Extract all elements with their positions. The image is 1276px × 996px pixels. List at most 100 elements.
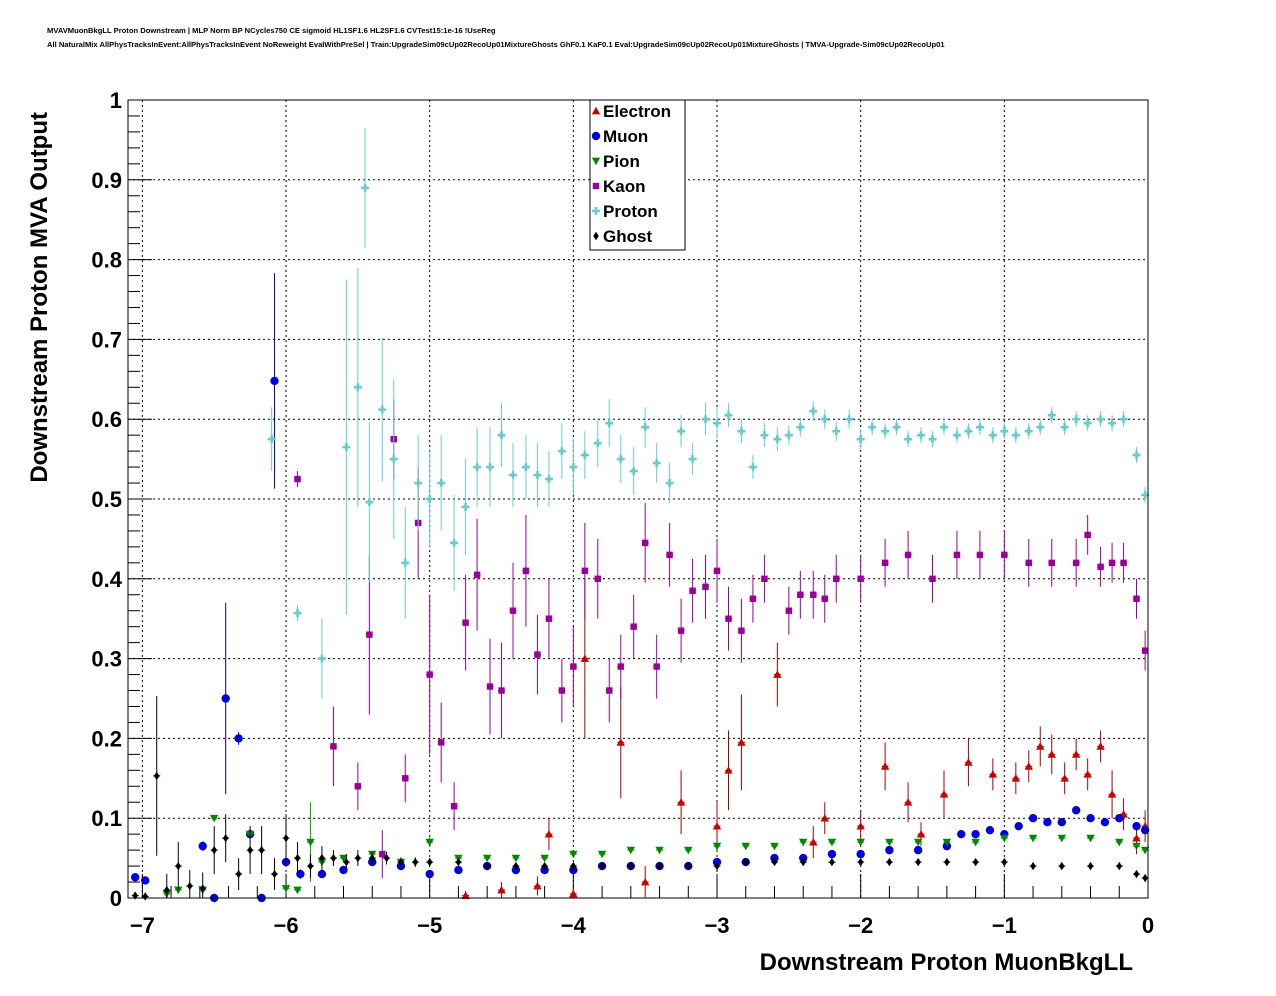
legend-label-pion: Pion	[603, 152, 640, 171]
kaon-point	[904, 551, 912, 559]
proton-point	[1119, 415, 1128, 424]
ghost-point	[685, 861, 692, 871]
proton-point	[361, 183, 370, 192]
muon-point	[1086, 814, 1095, 823]
kaon-point	[630, 623, 637, 630]
proton-point	[557, 447, 566, 456]
proton-point	[497, 431, 506, 440]
y-tick-label: 0.2	[91, 726, 122, 751]
ghost-point	[972, 857, 979, 867]
proton-point	[544, 475, 553, 484]
ghost-point	[307, 861, 314, 871]
kaon-point	[725, 615, 732, 622]
x-tick-label: −7	[130, 913, 155, 938]
electron-point	[809, 837, 818, 846]
proton-point	[1036, 423, 1045, 432]
legend-marker-pion	[591, 157, 601, 166]
ghost-point	[319, 853, 325, 863]
proton-point	[940, 423, 948, 432]
ghost-point	[1030, 861, 1036, 871]
proton-point	[677, 427, 686, 436]
legend-label-proton: Proton	[603, 202, 658, 221]
kaon-point	[462, 619, 469, 626]
pion-point	[799, 838, 808, 847]
proton-point	[748, 463, 757, 472]
ghost-point	[153, 771, 160, 781]
pion-point	[885, 838, 894, 847]
pion-point	[1086, 834, 1095, 843]
electron-point	[676, 798, 686, 806]
pion-point	[569, 850, 578, 859]
proton-point	[486, 463, 495, 472]
electron-point	[1132, 833, 1141, 842]
electron-point	[773, 670, 782, 678]
electron-point	[461, 891, 470, 899]
proton-point	[342, 443, 351, 452]
kaon-point	[498, 687, 505, 694]
legend-marker-proton	[592, 207, 600, 215]
proton-point	[713, 419, 722, 428]
proton-point	[533, 471, 542, 480]
pion-point	[1028, 834, 1038, 843]
ghost-point	[247, 845, 253, 855]
legend-marker-ghost	[593, 231, 599, 241]
proton-point	[975, 423, 984, 432]
kaon-point	[606, 687, 613, 694]
kaon-point	[581, 567, 589, 575]
pion-point	[209, 814, 219, 823]
ghost-point	[1133, 869, 1140, 879]
kaon-point	[1001, 551, 1008, 559]
y-tick-label: 0.1	[91, 806, 122, 831]
proton-point	[1072, 415, 1081, 424]
electron-point	[616, 738, 625, 746]
legend-entry-proton: Proton	[592, 202, 658, 221]
proton-point	[569, 463, 578, 472]
electron-point	[1083, 770, 1092, 778]
proton-point	[450, 538, 459, 547]
x-tick-label: −4	[561, 913, 587, 938]
electron-point	[1096, 742, 1105, 750]
proton-point	[1047, 411, 1056, 420]
proton-point	[365, 498, 374, 507]
ghost-point	[1087, 861, 1094, 871]
y-tick-label: 0	[110, 886, 122, 911]
proton-point	[892, 423, 901, 432]
muon-point	[198, 841, 207, 851]
kaon-point	[545, 615, 553, 622]
muon-point	[141, 876, 150, 885]
pion-point	[281, 885, 291, 893]
series-pion	[162, 802, 1150, 899]
kaon-point	[677, 627, 685, 634]
y-axis-label: Downstream Proton MVA Output	[26, 112, 53, 483]
muon-point	[971, 829, 980, 839]
muon-point	[1028, 814, 1038, 823]
electron-point	[964, 758, 973, 766]
kaon-point	[1108, 559, 1116, 567]
kaon-point	[617, 663, 624, 670]
muon-point	[985, 825, 995, 835]
ghost-point	[271, 869, 278, 879]
proton-point	[1108, 419, 1117, 428]
muon-point	[234, 734, 243, 743]
pion-point	[712, 842, 722, 851]
ghost-point	[426, 857, 433, 867]
muon-point	[1043, 817, 1052, 827]
kaon-point	[437, 739, 445, 746]
legend-label-ghost: Ghost	[603, 227, 652, 246]
kaon-point	[953, 551, 961, 559]
legend-box	[589, 99, 686, 251]
header-line-2: All NaturalMix AllPhysTracksInEvent:AllP…	[47, 40, 945, 49]
legend-label-muon: Muon	[603, 127, 648, 146]
proton-point	[401, 558, 410, 567]
proton-point	[701, 415, 710, 424]
kaon-point	[713, 567, 721, 575]
kaon-point	[689, 587, 696, 594]
proton-point	[1024, 427, 1033, 436]
ghost-point	[398, 857, 404, 867]
kaon-point	[1048, 559, 1055, 567]
pion-point	[597, 850, 607, 859]
legend-entry-pion: Pion	[591, 152, 640, 171]
kaon-point	[1025, 559, 1032, 567]
ghost-point	[771, 857, 778, 867]
